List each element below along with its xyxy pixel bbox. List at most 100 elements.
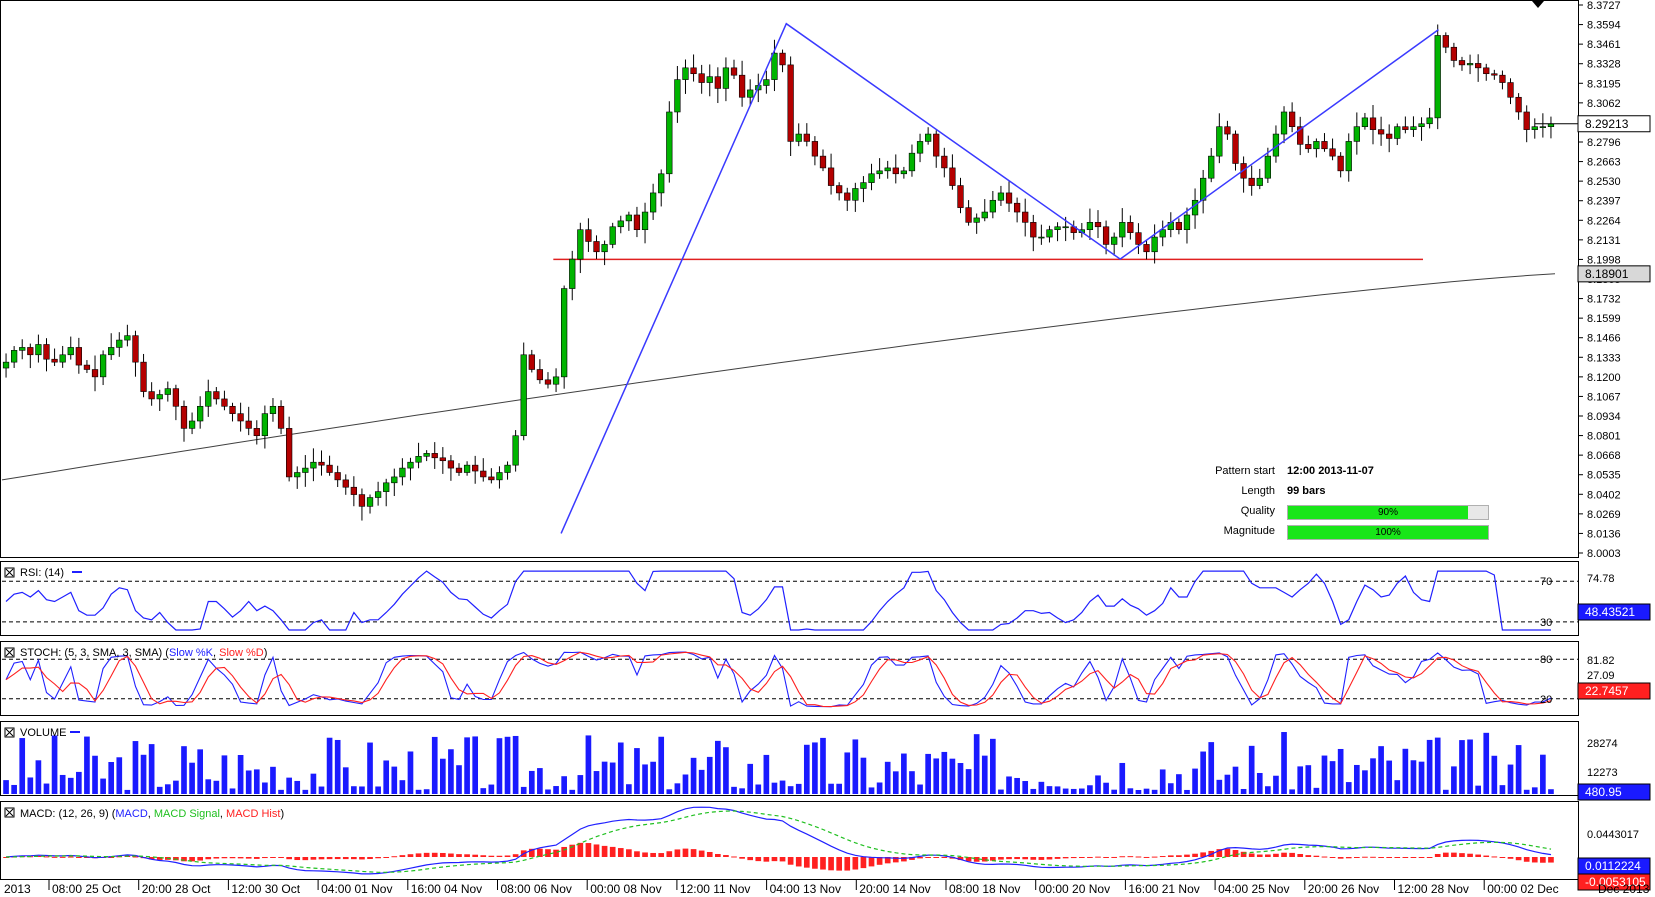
volume-bar xyxy=(828,783,834,794)
candle-up xyxy=(868,173,875,183)
price-tick-label: 8.1998 xyxy=(1587,254,1621,266)
macd-hist-bar xyxy=(1256,854,1263,857)
candle-up xyxy=(188,420,196,429)
stoch-current-box xyxy=(1577,682,1651,700)
candle-down xyxy=(633,214,641,231)
macd-hist-bar xyxy=(933,857,940,858)
macd-hist-bar xyxy=(1095,856,1101,858)
zigzag-polyline xyxy=(560,22,1439,534)
candle-down xyxy=(787,64,794,142)
volume-bar xyxy=(658,736,665,794)
candle-down xyxy=(358,494,366,507)
macd-hist-bar xyxy=(221,857,228,859)
macd-hist-bar xyxy=(359,857,365,860)
candle-up xyxy=(197,405,204,422)
candle-down xyxy=(229,405,236,414)
volume-bar xyxy=(383,760,390,794)
macd-axis-label: 0.0443017 xyxy=(1587,829,1639,841)
macd-hist-bar xyxy=(391,856,398,858)
macd-hist-bar xyxy=(1265,854,1271,857)
macd-hist-bar xyxy=(1143,856,1150,858)
volume-bar xyxy=(787,786,794,794)
volume-bar xyxy=(19,738,26,794)
volume-bar xyxy=(351,786,357,794)
macd-hist-bar xyxy=(528,848,535,857)
macd-hist-bar xyxy=(1030,857,1037,860)
macd-hist-bar xyxy=(553,849,559,857)
candle-down xyxy=(933,133,940,157)
candle-up xyxy=(164,388,171,395)
candle-up xyxy=(124,335,131,341)
volume-bar xyxy=(3,780,9,794)
candle-down xyxy=(1499,74,1506,83)
volume-bar xyxy=(286,777,292,794)
macd-hist-bar xyxy=(1313,855,1320,857)
rsi-close-icon[interactable] xyxy=(4,567,15,578)
volume-close-icon[interactable] xyxy=(4,727,15,738)
candle-down xyxy=(811,141,819,157)
volume-bar xyxy=(731,786,737,794)
volume-bar xyxy=(132,741,139,794)
ma-price-tag: 8.18901 xyxy=(1585,267,1629,281)
rsi-indicator: 70 30 74.78 48.43521 xyxy=(2,570,1651,631)
candle-down xyxy=(1321,141,1328,150)
volume-axis-label-1: 28274 xyxy=(1587,738,1618,750)
scroll-end-icon[interactable] xyxy=(1532,1,1544,8)
macd-hist-bar xyxy=(472,854,479,857)
macd-hist-bar xyxy=(512,854,519,857)
volume-bar xyxy=(836,783,842,794)
candle-down xyxy=(949,167,956,186)
candle-down xyxy=(75,347,82,366)
volume-bar xyxy=(682,774,689,794)
candle-down xyxy=(245,420,252,429)
macd-close-icon[interactable] xyxy=(4,807,15,818)
candle-down xyxy=(480,470,487,478)
candle-up xyxy=(1313,141,1320,150)
candle-up xyxy=(763,79,770,86)
volume-bar xyxy=(1370,758,1376,794)
macd-hist-bar xyxy=(1038,857,1045,860)
candle-up xyxy=(666,111,673,175)
macd-hist-bar xyxy=(1386,857,1393,858)
macd-hist-bar xyxy=(148,857,155,860)
candle-down xyxy=(132,335,139,363)
macd-hist-bar xyxy=(1070,857,1077,859)
macd-hist-bar xyxy=(456,854,462,857)
volume-bar xyxy=(464,737,470,794)
macd-hist-bar xyxy=(334,857,341,860)
macd-hist-bar xyxy=(715,854,721,857)
macd-hist-bar xyxy=(1499,857,1506,858)
candle-down xyxy=(472,464,479,472)
candle-down xyxy=(730,67,738,76)
macd-hist-bar xyxy=(634,851,640,857)
volume-bar xyxy=(1167,783,1174,794)
stoch-k-line xyxy=(5,651,1552,708)
candle-up xyxy=(795,133,802,142)
macd-hist-bar xyxy=(205,857,212,860)
volume-current-label: 480.95 xyxy=(1585,785,1622,799)
volume-bar xyxy=(148,744,155,794)
macd-hist-bar xyxy=(1434,853,1441,857)
candle-up xyxy=(925,133,932,142)
candle-up xyxy=(1054,226,1061,231)
macd-panel xyxy=(0,801,1579,880)
volume-bar xyxy=(27,777,34,794)
stoch-close-icon[interactable] xyxy=(4,647,15,658)
volume-bar xyxy=(674,783,681,794)
macd-hist-bar xyxy=(1216,849,1223,857)
macd-hist-bar xyxy=(415,853,422,857)
candle-down xyxy=(1337,155,1344,172)
price-tick-label: 8.3195 xyxy=(1587,78,1621,90)
candle-up xyxy=(617,220,624,228)
price-tick-label: 8.2796 xyxy=(1587,137,1621,149)
macd-hist-bar xyxy=(820,857,826,870)
volume-bar xyxy=(844,752,851,794)
volume-bar xyxy=(1402,748,1409,794)
candle-down xyxy=(148,391,155,400)
macd-hist-bar xyxy=(1362,856,1368,858)
candle-down xyxy=(827,167,835,186)
macd-hist-bar xyxy=(836,857,842,871)
volume-bar xyxy=(496,738,503,794)
candle-up xyxy=(916,141,924,154)
candle-down xyxy=(91,369,99,378)
